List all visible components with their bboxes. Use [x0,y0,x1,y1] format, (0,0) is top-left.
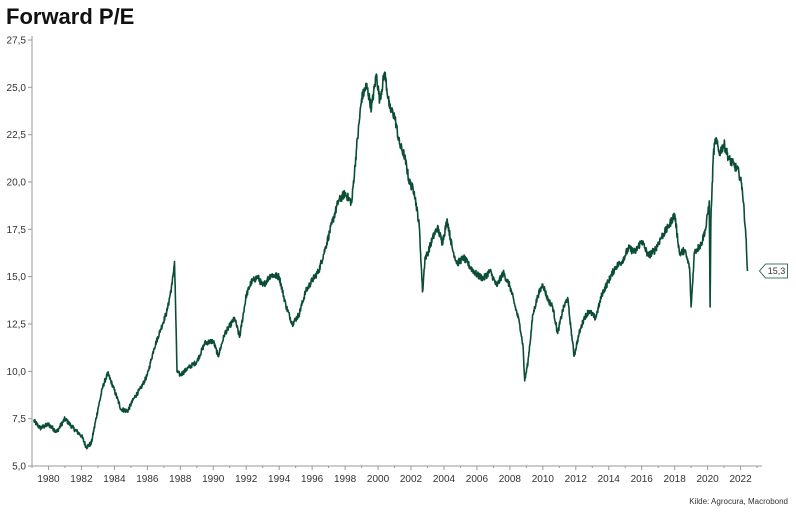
x-tick-label: 2004 [433,474,456,485]
x-tick-label: 1994 [268,474,291,485]
x-tick-label: 2022 [729,474,752,485]
x-tick-label: 2014 [598,474,621,485]
x-tick-label: 1992 [235,474,258,485]
chart-title: Forward P/E [6,4,135,29]
y-tick-label: 22,5 [7,130,27,141]
pe-series-line [33,71,749,450]
source-note: Kilde: Agrocura, Macrobond [689,497,788,506]
x-tick-label: 1986 [136,474,159,485]
y-tick-label: 17,5 [7,225,27,236]
x-tick-label: 2002 [400,474,423,485]
x-tick-label: 2018 [664,474,687,485]
x-tick-label: 2006 [466,474,489,485]
x-tick-label: 1982 [70,474,93,485]
x-tick-label: 2016 [631,474,654,485]
y-tick-label: 15,0 [7,272,27,283]
axes [31,36,762,467]
x-tick-label: 2000 [367,474,390,485]
x-tick-label: 1984 [103,474,126,485]
y-tick-label: 5,0 [12,462,26,473]
x-tick-label: 2010 [532,474,555,485]
end-label-box [758,263,788,279]
y-tick-label: 20,0 [7,178,27,189]
x-tick-label: 1988 [169,474,192,485]
y-tick-label: 25,0 [7,83,27,94]
y-tick-label: 12,5 [7,320,27,331]
y-axis-ticks: 5,0 7,5 10,0 12,5 15,0 17,5 20,0 22,5 25,0 27,5 [7,36,32,473]
x-axis-ticks: 1980 1982 1984 1986 1988 1990 1992 1994 1996 1998… [31,466,758,485]
x-tick-label: 1998 [334,474,357,485]
x-tick-label: 1990 [202,474,225,485]
y-tick-label: 7,5 [12,414,26,425]
y-tick-label: 27,5 [7,36,27,47]
end-value-label: 15,3 [758,263,788,279]
end-label-text: 15,3 [768,266,786,276]
x-tick-label: 2020 [696,474,719,485]
x-tick-label: 2008 [499,474,522,485]
x-tick-label: 2012 [565,474,588,485]
y-tick-label: 10,0 [7,367,27,378]
x-tick-label: 1980 [37,474,60,485]
x-tick-label: 1996 [301,474,324,485]
